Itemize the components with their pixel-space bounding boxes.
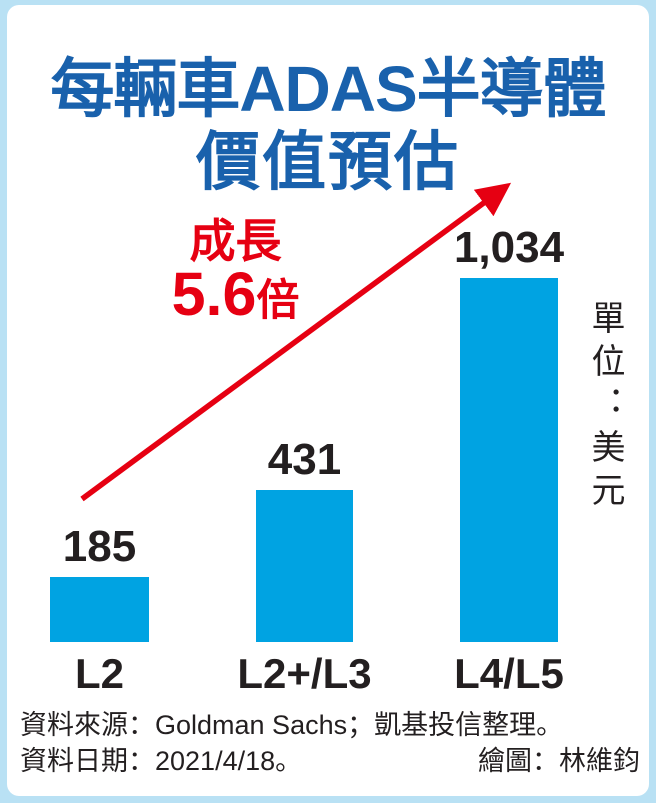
bar-value-label: 431	[267, 435, 342, 484]
bar-l4-l5	[460, 278, 558, 642]
growth-annotation-word: 成長	[189, 215, 282, 267]
page-title: 每輛車ADAS半導體 價值預估	[0, 53, 656, 199]
bar-value-label: 1,034	[453, 223, 565, 272]
credit-note: 繪圖：林維鈞	[478, 746, 640, 776]
growth-annotation: 成長 5.6倍	[148, 218, 323, 325]
growth-annotation-suffix: 倍	[256, 277, 300, 325]
category-label-l4-l5: L4/L5	[454, 650, 564, 697]
date-note: 資料日期：2021/4/18。	[20, 746, 303, 776]
footer: 資料來源：Goldman Sachs；凱基投信整理。 資料日期：2021/4/1…	[20, 707, 640, 779]
bar-group-l2: 185 L2	[50, 522, 149, 695]
category-label-l2plus-l3: L2+/L3	[237, 650, 372, 697]
bar-chart: 185 L2 431 L2+/L3 1,034 L4/L5	[50, 226, 564, 695]
bar-value-label: 185	[62, 522, 137, 571]
growth-annotation-value: 5.6	[171, 260, 257, 328]
unit-label: 單位：美元	[586, 300, 624, 515]
page-title-line1: 每輛車ADAS半導體	[50, 52, 606, 125]
bar-group-l2plus-l3: 431 L2+/L3	[237, 435, 371, 695]
category-label-l2: L2	[75, 650, 125, 697]
bar-group-l4-l5: 1,034 L4/L5	[454, 226, 564, 695]
bar-l2plus-l3	[256, 490, 353, 642]
bar-l2	[50, 577, 149, 642]
source-note: 資料來源：Goldman Sachs；凱基投信整理。	[20, 710, 564, 740]
